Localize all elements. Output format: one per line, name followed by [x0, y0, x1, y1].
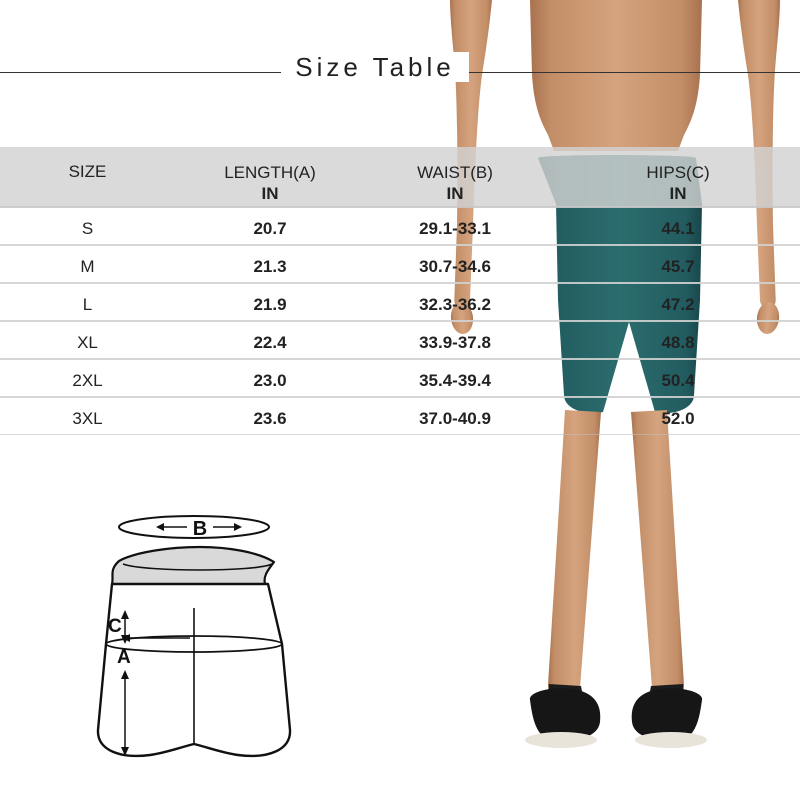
- svg-text:C: C: [108, 616, 122, 637]
- svg-text:B: B: [193, 518, 207, 540]
- svg-text:A: A: [117, 647, 131, 668]
